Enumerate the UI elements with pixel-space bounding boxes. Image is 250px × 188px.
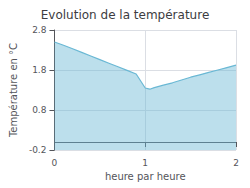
svg-text:1.8: 1.8 [32,65,47,75]
svg-text:2: 2 [233,158,239,168]
svg-text:2.8: 2.8 [32,25,47,35]
svg-text:1: 1 [142,158,148,168]
svg-text:0: 0 [52,158,58,168]
svg-text:Température en °C: Température en °C [8,43,19,138]
svg-text:Evolution de la température: Evolution de la température [41,8,210,22]
svg-text:-0.2: -0.2 [29,145,47,155]
svg-text:heure par heure: heure par heure [105,171,186,182]
svg-text:0.8: 0.8 [32,105,47,115]
